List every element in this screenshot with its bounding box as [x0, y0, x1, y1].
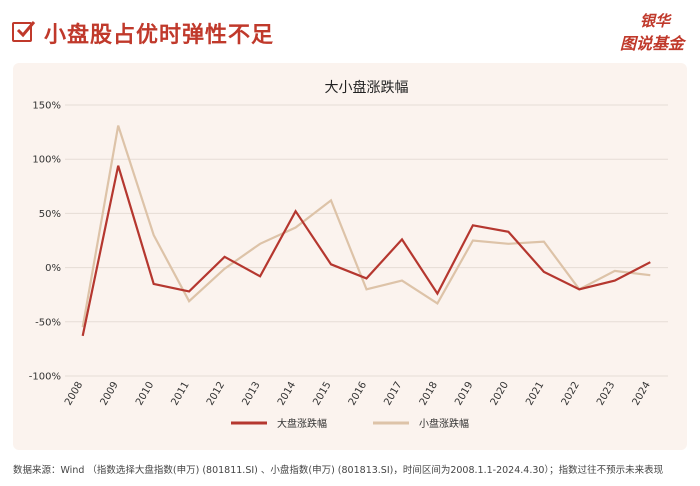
y-tick-label: -50% [35, 317, 61, 328]
x-tick-label: 2024 [631, 380, 653, 408]
series-line-1 [81, 125, 651, 328]
x-tick-label: 2019 [453, 380, 475, 408]
brand-bottom-text: 图说基金 [619, 34, 684, 53]
x-tick-label: 2008 [63, 380, 85, 408]
chart-panel: 大小盘涨跌幅 150% 100% 50% 0% -50% -100% 2008 2009 2010… [13, 63, 687, 450]
y-tick-label: 150% [32, 101, 61, 112]
x-tick-label: 2012 [205, 380, 227, 408]
x-tick-label: 2011 [169, 380, 191, 408]
legend-label: 小盘涨跌幅 [419, 417, 469, 430]
y-tick-label: 0% [45, 263, 61, 274]
legend-label: 大盘涨跌幅 [277, 417, 327, 430]
x-tick-label: 2022 [560, 380, 582, 408]
page-title: 小盘股占优时弹性不足 [44, 23, 275, 48]
y-tick-label: 100% [32, 155, 61, 166]
x-tick-label: 2016 [347, 380, 369, 408]
x-tick-label: 2020 [489, 380, 511, 408]
x-tick-label: 2015 [311, 380, 333, 408]
x-tick-label: 2023 [595, 380, 617, 408]
x-tick-label: 2018 [418, 380, 440, 408]
chart-title: 大小盘涨跌幅 [325, 79, 409, 96]
x-tick-label: 2014 [276, 380, 298, 408]
x-tick-label: 2021 [524, 380, 546, 408]
series-line-0 [81, 165, 651, 337]
y-tick-label: 50% [39, 209, 61, 220]
checkbox-icon [12, 21, 36, 42]
line-chart: 大小盘涨跌幅 150% 100% 50% 0% -50% -100%2008 2009 2010… [29, 79, 668, 430]
brand-logo: 银华 图说基金 [604, 8, 688, 56]
y-tick-label: -100% [29, 372, 61, 383]
x-tick-label: 2013 [240, 380, 262, 408]
footnote: 数据来源：Wind （指数选择大盘指数(申万) (801811.SI) 、小盘指… [13, 465, 664, 476]
brand-top-text: 银华 [639, 12, 670, 30]
x-tick-label: 2009 [99, 380, 121, 408]
x-tick-label: 2010 [134, 380, 156, 408]
header: 小盘股占优时弹性不足 银华 图说基金 [0, 0, 700, 62]
x-tick-label: 2017 [382, 380, 404, 408]
